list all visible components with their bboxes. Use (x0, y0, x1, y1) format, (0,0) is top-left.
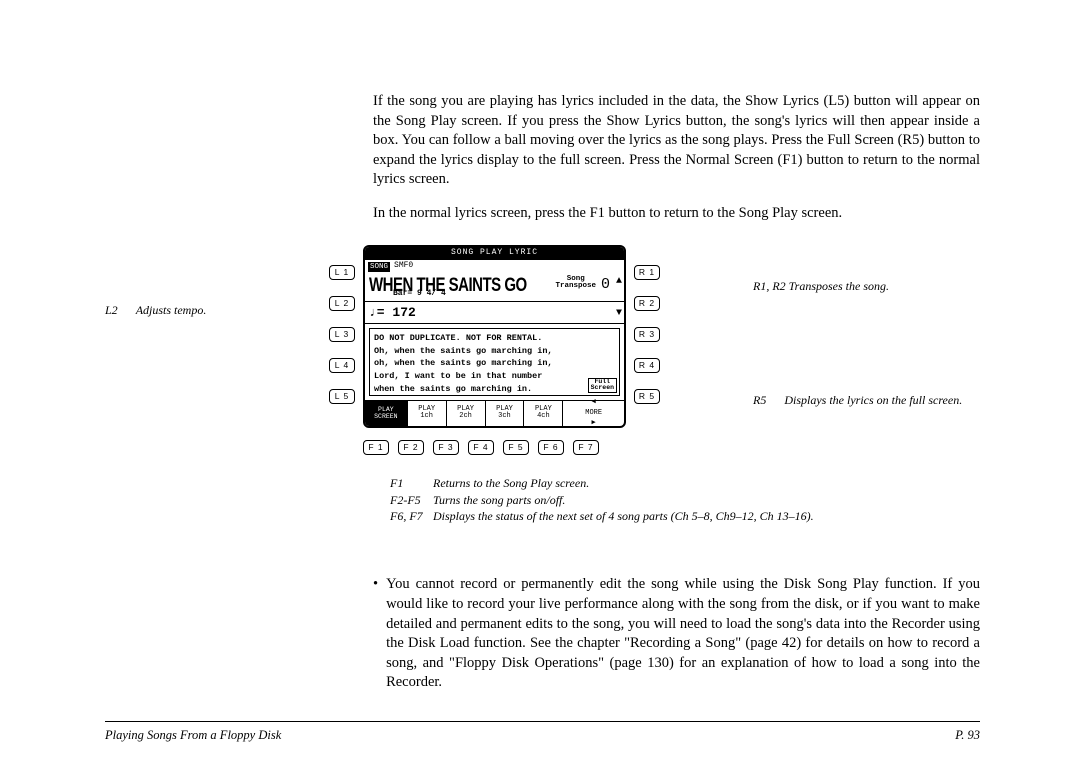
lyric-line-4: Lord, I want to be in that number (374, 370, 615, 383)
button-l3[interactable]: L 3 (329, 327, 355, 342)
bullet-icon: • (373, 575, 378, 692)
figure-area: L2 Adjusts tempo. R1, R2 Transposes the … (105, 245, 980, 535)
lcd-lyrics-box: DO NOT DUPLICATE. NOT FOR RENTAL. Oh, wh… (369, 328, 620, 396)
lcd-full-screen-button[interactable]: FullScreen (588, 378, 617, 393)
left-annot-key: L2 (105, 302, 118, 318)
lyric-line-5: when the saints go marching in. (374, 383, 615, 396)
lcd-ch2-cell[interactable]: PLAY2ch (447, 401, 486, 426)
left-annot-text: Adjusts tempo. (136, 302, 207, 318)
annot-f6f7-text: Displays the status of the next set of 4… (433, 508, 814, 524)
lcd-ch1-cell[interactable]: PLAY1ch (408, 401, 447, 426)
lyric-line-2: Oh, when the saints go marching in, (374, 345, 615, 358)
left-annotation: L2 Adjusts tempo. (105, 302, 206, 318)
footer-left: Playing Songs From a Floppy Disk (105, 727, 281, 744)
lcd-song-file: SMF0 (394, 261, 413, 272)
lcd-transpose: Song Transpose (555, 276, 596, 291)
page-content: If the song you are playing has lyrics i… (105, 92, 980, 693)
right-triangle-icon: ▶ (592, 420, 596, 428)
button-r3[interactable]: R 3 (634, 327, 660, 342)
lcd-bar-info: Bar= 9 4/ 4 (393, 289, 446, 300)
footer-right: P. 93 (955, 727, 980, 744)
footer-rule (105, 721, 980, 722)
bullet-text: You cannot record or permanently edit th… (386, 575, 980, 692)
lcd-play-screen-cell[interactable]: PLAYSCREEN (365, 401, 408, 426)
paragraph-2: In the normal lyrics screen, press the F… (373, 204, 980, 224)
annot-f1-text: Returns to the Song Play screen. (433, 475, 589, 491)
lcd-ch3-cell[interactable]: PLAY3ch (486, 401, 525, 426)
button-r4[interactable]: R 4 (634, 358, 660, 373)
button-f2[interactable]: F 2 (398, 440, 424, 455)
lcd-transpose-value: 0 (601, 275, 610, 295)
left-button-column: L 1 L 2 L 3 L 4 L 5 (329, 265, 355, 420)
annot-f6f7-key: F6, F7 (390, 508, 433, 524)
right-annot-2-key: R5 (753, 392, 766, 408)
button-f7[interactable]: F 7 (573, 440, 599, 455)
button-l5[interactable]: L 5 (329, 389, 355, 404)
annot-f2f5-text: Turns the song parts on/off. (433, 492, 565, 508)
button-l2[interactable]: L 2 (329, 296, 355, 311)
button-f5[interactable]: F 5 (503, 440, 529, 455)
lcd-row-tempo: ♩= 172 ▼ (365, 302, 624, 324)
right-annotation-1: R1, R2 Transposes the song. (753, 278, 889, 294)
button-r2[interactable]: R 2 (634, 296, 660, 311)
button-r1[interactable]: R 1 (634, 265, 660, 280)
annot-f2f5-key: F2-F5 (390, 492, 433, 508)
lcd-ch4-cell[interactable]: PLAY4ch (524, 401, 563, 426)
button-f3[interactable]: F 3 (433, 440, 459, 455)
lcd-title-bar: SONG PLAY LYRIC (365, 247, 624, 260)
lcd-tempo: ♩= 172 (369, 304, 416, 322)
down-arrow-icon: ▼ (616, 307, 622, 321)
button-l4[interactable]: L 4 (329, 358, 355, 373)
right-button-column: R 1 R 2 R 3 R 4 R 5 (634, 265, 660, 420)
lyric-line-1: DO NOT DUPLICATE. NOT FOR RENTAL. (374, 332, 615, 345)
lcd-diagram: L 1 L 2 L 3 L 4 L 5 R 1 R 2 R 3 R 4 R 5 … (363, 245, 626, 428)
button-l1[interactable]: L 1 (329, 265, 355, 280)
bottom-button-row: F 1 F 2 F 3 F 4 F 5 F 6 F 7 (363, 440, 599, 455)
lcd-song-label: SONG (368, 262, 390, 272)
lcd-more-label: MORE (585, 410, 602, 418)
bottom-annotation: F1Returns to the Song Play screen. F2-F5… (390, 475, 814, 524)
up-arrow-icon: ▲ (616, 275, 622, 289)
lyric-line-3: oh, when the saints go marching in, (374, 357, 615, 370)
left-triangle-icon: ◀ (592, 399, 596, 407)
button-f4[interactable]: F 4 (468, 440, 494, 455)
right-annot-2-text: Displays the lyrics on the full screen. (784, 392, 962, 408)
lcd-bottom-row: PLAYSCREEN PLAY1ch PLAY2ch PLAY3ch PLAY4… (365, 400, 624, 426)
annot-f1-key: F1 (390, 475, 433, 491)
lcd-transpose-label2: Transpose (555, 283, 596, 291)
button-f1[interactable]: F 1 (363, 440, 389, 455)
bullet-paragraph: • You cannot record or permanently edit … (373, 575, 980, 692)
lcd-more-cell[interactable]: ◀ MORE ▶ (563, 401, 624, 426)
lcd-screen: SONG PLAY LYRIC SONG SMF0 WHEN THE SAINT… (363, 245, 626, 428)
right-annotation-2: R5 Displays the lyrics on the full scree… (753, 392, 962, 408)
page-footer: Playing Songs From a Floppy Disk P. 93 (105, 727, 980, 744)
button-f6[interactable]: F 6 (538, 440, 564, 455)
lcd-song-row: SONG SMF0 (365, 260, 624, 272)
paragraph-1: If the song you are playing has lyrics i… (373, 92, 980, 190)
lcd-row-title: WHEN THE SAINTS GO Bar= 9 4/ 4 Song Tran… (365, 272, 624, 302)
button-r5[interactable]: R 5 (634, 389, 660, 404)
